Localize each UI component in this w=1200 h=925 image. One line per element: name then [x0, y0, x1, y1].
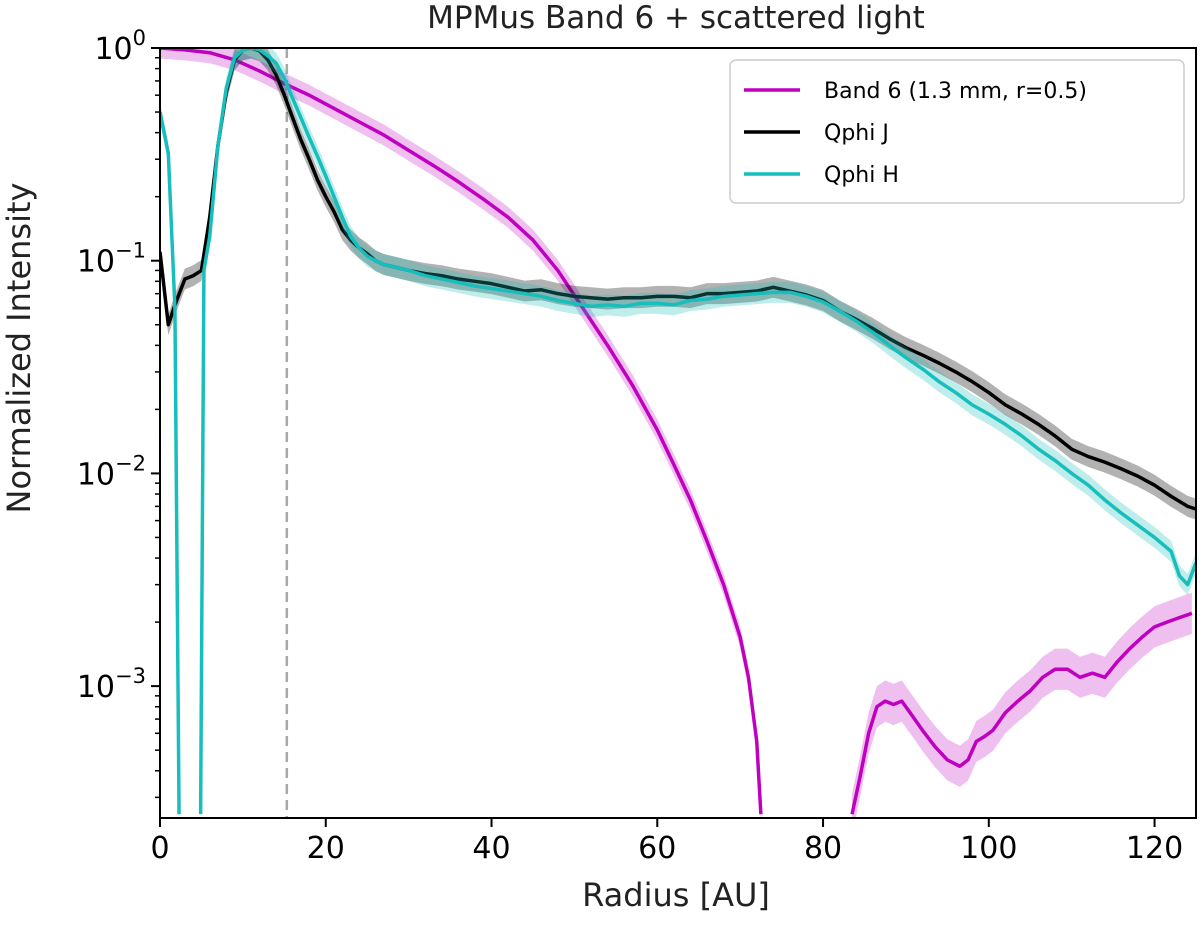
legend: Band 6 (1.3 mm, r=0.5) Qphi J Qphi H: [729, 59, 1185, 204]
x-tick-label-0: 0: [150, 831, 169, 866]
series-2: [160, 48, 1196, 818]
x-tick-label-2: 40: [472, 831, 510, 866]
x-tick-label-6: 120: [1126, 831, 1183, 866]
series-2-line-1: [198, 48, 1196, 815]
series-0-line-1: [850, 611, 1193, 815]
legend-label-0: Band 6 (1.3 mm, r=0.5): [824, 79, 1087, 104]
y-tick-label-0: 100: [94, 26, 146, 67]
legend-label-2: Qphi H: [824, 163, 899, 188]
series-2-line-0: [160, 111, 181, 815]
x-tick-label-5: 100: [960, 831, 1017, 866]
series-1: [160, 48, 1196, 520]
series-0-band-1: [852, 592, 1192, 818]
y-tick-label-2: 10−2: [77, 451, 146, 492]
y-tick-label-1: 10−1: [77, 239, 146, 280]
axes-layer: 0 20 40 60 80 100 120 100 10−1 10−2 10−3: [77, 26, 1197, 866]
y-tick-label-3: 10−3: [77, 664, 146, 705]
plot-frame: [159, 47, 1197, 819]
x-tick-label-1: 20: [307, 831, 345, 866]
series-layer: [160, 48, 1196, 818]
x-tick-label-4: 80: [804, 831, 842, 866]
chart-title: MPMus Band 6 + scattered light: [427, 0, 925, 36]
legend-box: [729, 59, 1185, 204]
series-0: [160, 48, 1193, 818]
series-1-line-0: [160, 48, 1196, 511]
y-axis-title: Normalized Intensity: [0, 183, 38, 514]
x-tick-label-3: 60: [638, 831, 676, 866]
series-0-line-0: [160, 48, 763, 815]
x-axis-title: Radius [AU]: [582, 876, 770, 914]
series-2-band-1: [200, 48, 1196, 818]
legend-label-1: Qphi J: [824, 121, 889, 146]
